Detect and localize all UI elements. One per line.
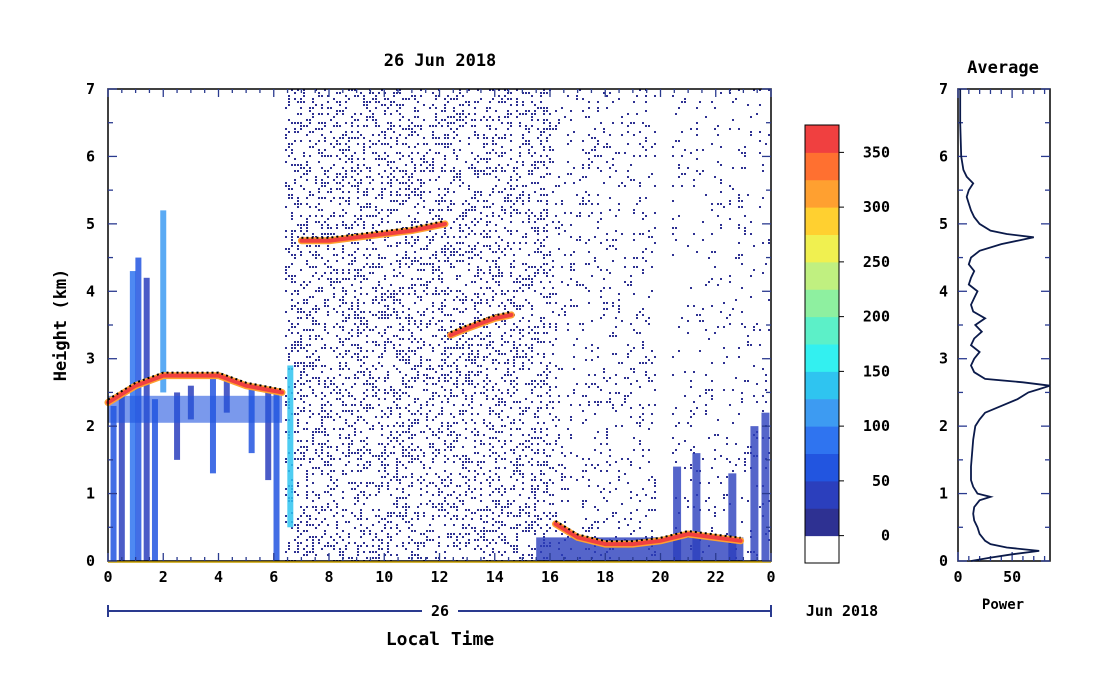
average-x-ticks: 0 50	[953, 89, 1046, 586]
colorbar-tick-label: 350	[863, 143, 890, 161]
average-y-ticks: 0 1 2 3 4 5 6 7	[939, 80, 1050, 570]
colorbar-tick-label: 100	[863, 417, 890, 435]
colorbar-band	[805, 261, 839, 290]
avg-x-tick-label: 50	[1003, 568, 1021, 586]
colorbar-band	[805, 152, 839, 181]
x-tick-label: 14	[486, 568, 504, 586]
colorbar-frame	[804, 124, 840, 564]
colorbar-bands	[805, 125, 839, 564]
heatmap-x-axis-label: Local Time	[386, 629, 495, 650]
cloud-layers	[104, 219, 745, 548]
cloud-layer-1-top	[301, 219, 446, 239]
cloud-layer-2-core	[448, 312, 514, 338]
colorbar: 0 50 100 150 200 250 300 350	[804, 124, 890, 564]
heatmap-frame	[107, 88, 772, 562]
y-tick-label: 6	[86, 147, 95, 165]
y-tick-label: 2	[86, 417, 95, 435]
avg-y-tick-label: 4	[939, 282, 948, 300]
colorbar-band	[805, 316, 839, 345]
average-title: Average	[967, 58, 1039, 78]
colorbar-tick-label: 300	[863, 198, 890, 216]
x-tick-label: 4	[214, 568, 223, 586]
date-bar: 26 Jun 2018	[107, 600, 878, 620]
avg-y-tick-label: 1	[939, 485, 948, 503]
average-frame	[957, 88, 1051, 562]
heatmap-panel: 26 Jun 2018 0 2 4 6 8 10 12 14 16 18 20 22 0 0123456…	[51, 51, 878, 650]
colorbar-band	[805, 535, 839, 564]
colorbar-band	[805, 289, 839, 318]
colorbar-band	[805, 453, 839, 482]
y-tick-label: 0	[86, 552, 95, 570]
x-tick-label: 2	[159, 568, 168, 586]
y-tick-label: 7	[86, 80, 95, 98]
cloud-layer-3-top	[554, 520, 741, 543]
avg-y-tick-label: 5	[939, 215, 948, 233]
x-tick-label: 6	[269, 568, 278, 586]
heatmap-title: 26 Jun 2018	[384, 51, 497, 71]
cloud-layer-0-core	[106, 373, 284, 405]
colorbar-band	[805, 398, 839, 427]
colorbar-band	[805, 234, 839, 263]
y-tick-label: 5	[86, 215, 95, 233]
colorbar-tick-label: 150	[863, 362, 890, 380]
avg-y-tick-label: 3	[939, 350, 948, 368]
cloud-layer-3-core	[553, 521, 743, 547]
y-tick-label: 1	[86, 485, 95, 503]
x-tick-label: 12	[430, 568, 448, 586]
x-tick-label: 0	[103, 568, 112, 586]
average-power-line	[959, 89, 1051, 562]
colorbar-tick-label: 200	[863, 308, 890, 326]
x-tick-label: 20	[651, 568, 669, 586]
average-x-axis-label: Power	[982, 597, 1024, 613]
colorbar-band	[805, 426, 839, 454]
heatmap-x-ticks: 0 2 4 6 8 10 12 14 16 18 20 22 0	[103, 89, 776, 586]
colorbar-band	[805, 371, 839, 400]
colorbar-band	[805, 480, 839, 509]
x-tick-label: 18	[596, 568, 614, 586]
heatmap-y-axis-label: Height (km)	[51, 269, 71, 382]
x-tick-label: 8	[324, 568, 333, 586]
date-bar-label-bg	[422, 600, 458, 620]
avg-y-tick-label: 2	[939, 417, 948, 435]
cloud-layer-2-top	[450, 310, 512, 334]
date-month-label: Jun 2018	[806, 602, 878, 620]
heatmap-y-ticks: 0 1 2 3 4 5 6 7	[86, 80, 771, 570]
colorbar-band	[805, 207, 839, 235]
avg-x-tick-label: 0	[953, 568, 962, 586]
colorbar-band	[805, 508, 839, 537]
heatmap-cells	[108, 89, 770, 562]
colorbar-tick-label: 0	[881, 527, 890, 545]
avg-y-tick-label: 0	[939, 552, 948, 570]
cloud-layer-0-top	[107, 371, 283, 401]
colorbar-band	[805, 344, 839, 372]
x-tick-label: 10	[375, 568, 393, 586]
x-tick-label: 22	[707, 568, 725, 586]
y-tick-label: 4	[86, 282, 95, 300]
colorbar-tick-label: 50	[872, 472, 890, 490]
average-panel: Average 0 1 2 3 4 5 6 7 0 50 Power	[939, 58, 1051, 613]
y-tick-label: 3	[86, 350, 95, 368]
colorbar-tick-label: 250	[863, 253, 890, 271]
avg-y-tick-label: 7	[939, 80, 948, 98]
colorbar-band	[805, 179, 839, 208]
date-day-label: 26	[431, 602, 449, 620]
colorbar-band	[805, 125, 839, 153]
avg-y-tick-label: 6	[939, 147, 948, 165]
x-tick-label: 0	[766, 568, 775, 586]
cloud-layer-1-core	[299, 221, 447, 243]
x-tick-label: 16	[541, 568, 559, 586]
colorbar-ticks: 0 50 100 150 200 250 300 350	[839, 143, 890, 545]
